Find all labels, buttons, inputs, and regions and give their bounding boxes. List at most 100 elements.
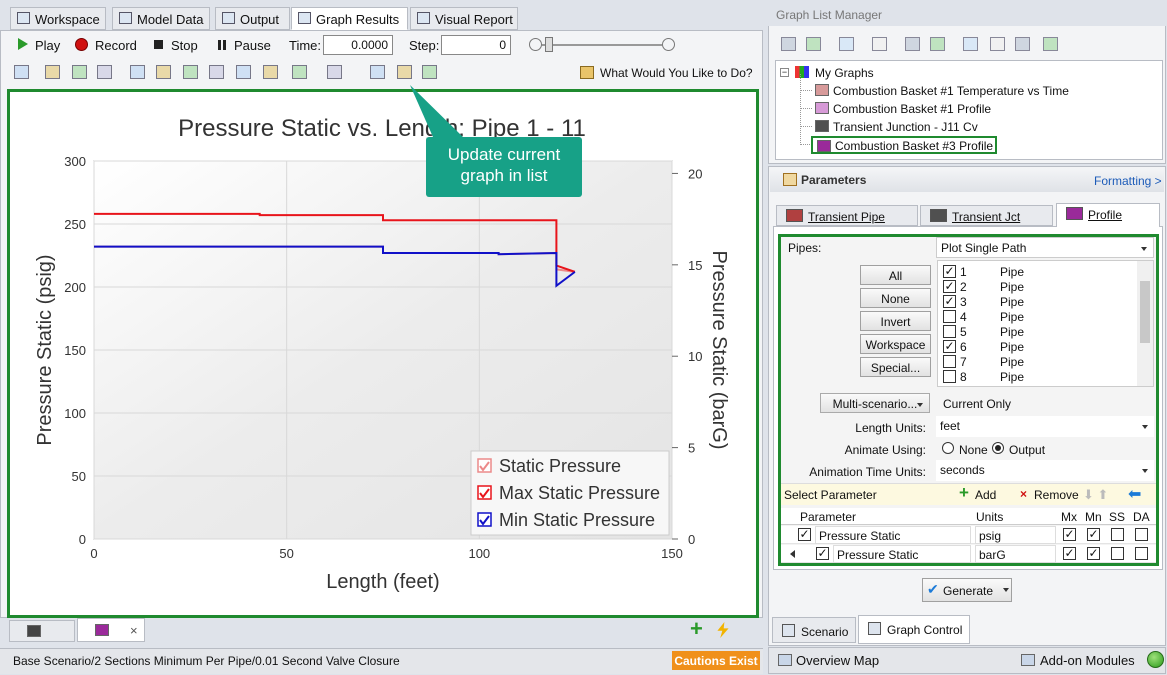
pipe-checkbox[interactable] — [943, 310, 956, 323]
slider-plus[interactable] — [662, 38, 675, 51]
addon-modules[interactable]: Add-on Modules — [1040, 653, 1135, 668]
pipe-checkbox[interactable] — [943, 370, 956, 383]
graph-item[interactable]: Combustion Basket #1 Temperature vs Time — [811, 82, 1071, 100]
toolbar-icon[interactable] — [872, 37, 887, 51]
toolbar-icon[interactable] — [72, 65, 87, 79]
remove-param-button[interactable]: Remove — [1034, 488, 1079, 502]
animation-units-dropdown[interactable]: seconds — [936, 460, 1154, 481]
pipe-checkbox[interactable]: ✓ — [943, 279, 956, 293]
graph-label[interactable]: Combustion Basket #3 Profile — [835, 139, 994, 153]
toolbar-icon[interactable] — [130, 65, 145, 79]
add-icon[interactable]: + — [690, 616, 703, 641]
units-cell[interactable]: psig — [975, 526, 1056, 544]
flag-checkbox[interactable]: ✓ — [1063, 546, 1076, 560]
toolbar-icon[interactable] — [236, 65, 251, 79]
tree-toggle[interactable]: − — [780, 67, 789, 77]
units-cell[interactable]: barG — [975, 545, 1056, 563]
flag-checkbox[interactable]: ✓ — [1063, 527, 1076, 541]
pipes-dropdown[interactable]: Plot Single Path — [936, 237, 1154, 258]
toolbar-icon[interactable] — [45, 65, 60, 79]
toolbar-icon[interactable] — [781, 37, 796, 51]
help-search[interactable]: What Would You Like to Do? — [600, 66, 753, 80]
parameter-tab[interactable]: Transient Jct — [920, 205, 1053, 226]
tab[interactable]: Output — [215, 7, 290, 30]
tab-label[interactable]: Profile — [1088, 208, 1123, 222]
bottom-tab[interactable]: Scenario — [772, 617, 856, 643]
bottom-tab[interactable]: Graph Control — [858, 615, 970, 644]
pipe-checkbox[interactable] — [943, 355, 956, 368]
generate-button[interactable]: Generate — [922, 578, 1012, 602]
tab[interactable]: Visual Report — [410, 7, 518, 30]
length-units-dropdown[interactable]: feet — [936, 416, 1154, 437]
parameter-tab[interactable]: Profile — [1056, 203, 1160, 227]
toolbar-icon[interactable] — [370, 65, 385, 79]
pipe-button[interactable]: None — [860, 288, 931, 308]
graph-item[interactable]: Combustion Basket #3 Profile — [811, 136, 998, 154]
toolbar-icon[interactable] — [839, 37, 854, 51]
tree-root[interactable]: My Graphs — [815, 66, 874, 80]
graph-label[interactable]: Combustion Basket #1 Temperature vs Time — [833, 84, 1069, 98]
slider-thumb[interactable] — [545, 37, 553, 52]
graph-label[interactable]: Transient Junction - J11 Cv — [833, 120, 978, 134]
flag-checkbox[interactable]: ✓ — [1087, 527, 1100, 541]
row-checkbox[interactable]: ✓ — [798, 527, 811, 541]
toolbar-icon[interactable] — [156, 65, 171, 79]
toolbar-icon[interactable] — [905, 37, 920, 51]
time-input[interactable]: 0.0000 — [323, 35, 393, 55]
toolbar-icon[interactable] — [183, 65, 198, 79]
graph-item[interactable]: Combustion Basket #1 Profile — [811, 100, 993, 118]
toolbar-icon[interactable] — [1043, 37, 1058, 51]
parameter-cell[interactable]: Pressure Static — [833, 545, 971, 563]
multi-scenario-button[interactable]: Multi-scenario... — [820, 393, 930, 413]
toolbar-icon[interactable] — [209, 65, 224, 79]
toolbar-icon[interactable] — [327, 65, 342, 79]
flag-checkbox[interactable] — [1135, 547, 1148, 560]
pipe-button[interactable]: Invert — [860, 311, 931, 331]
pause-button[interactable]: Pause — [234, 38, 271, 53]
cautions-badge[interactable]: Cautions Exist — [672, 651, 760, 670]
toolbar-icon[interactable] — [963, 37, 978, 51]
play-button[interactable]: Play — [35, 38, 61, 53]
move-arrows[interactable]: ⬇ ⬆ — [1083, 487, 1109, 502]
graph-tab[interactable] — [9, 620, 75, 642]
toolbar-icon[interactable] — [930, 37, 945, 51]
toolbar-icon[interactable] — [806, 37, 821, 51]
parameter-tab[interactable]: Transient Pipe — [776, 205, 918, 226]
toolbar-icon[interactable] — [97, 65, 112, 79]
toolbar-icon[interactable] — [990, 37, 1005, 51]
graph-tab-active[interactable]: × — [77, 618, 145, 642]
slider-minus[interactable] — [529, 38, 542, 51]
tab[interactable]: Workspace — [10, 7, 106, 30]
back-arrow[interactable]: ⬅ — [1128, 486, 1142, 503]
row-checkbox[interactable]: ✓ — [816, 546, 829, 560]
tab[interactable]: Graph Results — [291, 7, 408, 30]
formatting-link[interactable]: Formatting > — [1094, 174, 1162, 188]
toolbar-icon[interactable] — [14, 65, 29, 79]
flag-checkbox[interactable] — [1111, 547, 1124, 560]
toolbar-icon[interactable] — [263, 65, 278, 79]
flag-checkbox[interactable] — [1135, 528, 1148, 541]
step-input[interactable]: 0 — [441, 35, 511, 55]
stop-button[interactable]: Stop — [171, 38, 198, 53]
toolbar-icon[interactable] — [1015, 37, 1030, 51]
lightning-icon[interactable] — [717, 622, 729, 638]
pipe-checkbox[interactable]: ✓ — [943, 294, 956, 308]
tab-label[interactable]: Transient Pipe — [808, 210, 885, 224]
flag-checkbox[interactable] — [1111, 528, 1124, 541]
toolbar-icon[interactable] — [397, 65, 412, 79]
pipe-button[interactable]: Workspace — [860, 334, 931, 354]
radio-label[interactable]: Output — [1009, 443, 1046, 457]
generate-arrow[interactable] — [1003, 588, 1009, 595]
flag-checkbox[interactable]: ✓ — [1087, 546, 1100, 560]
tab-label[interactable]: Transient Jct — [952, 210, 1021, 224]
graph-label[interactable]: Combustion Basket #1 Profile — [833, 102, 992, 116]
pipe-checkbox[interactable]: ✓ — [943, 339, 956, 353]
toolbar-icon[interactable] — [292, 65, 307, 79]
tab[interactable]: Model Data — [112, 7, 210, 30]
pipe-checkbox[interactable]: ✓ — [943, 264, 956, 278]
radio-label[interactable]: None — [959, 443, 988, 457]
add-param-button[interactable]: Add — [975, 488, 997, 502]
radio[interactable] — [942, 442, 954, 454]
pipe-button[interactable]: Special... — [860, 357, 931, 377]
record-button[interactable]: Record — [95, 38, 137, 53]
